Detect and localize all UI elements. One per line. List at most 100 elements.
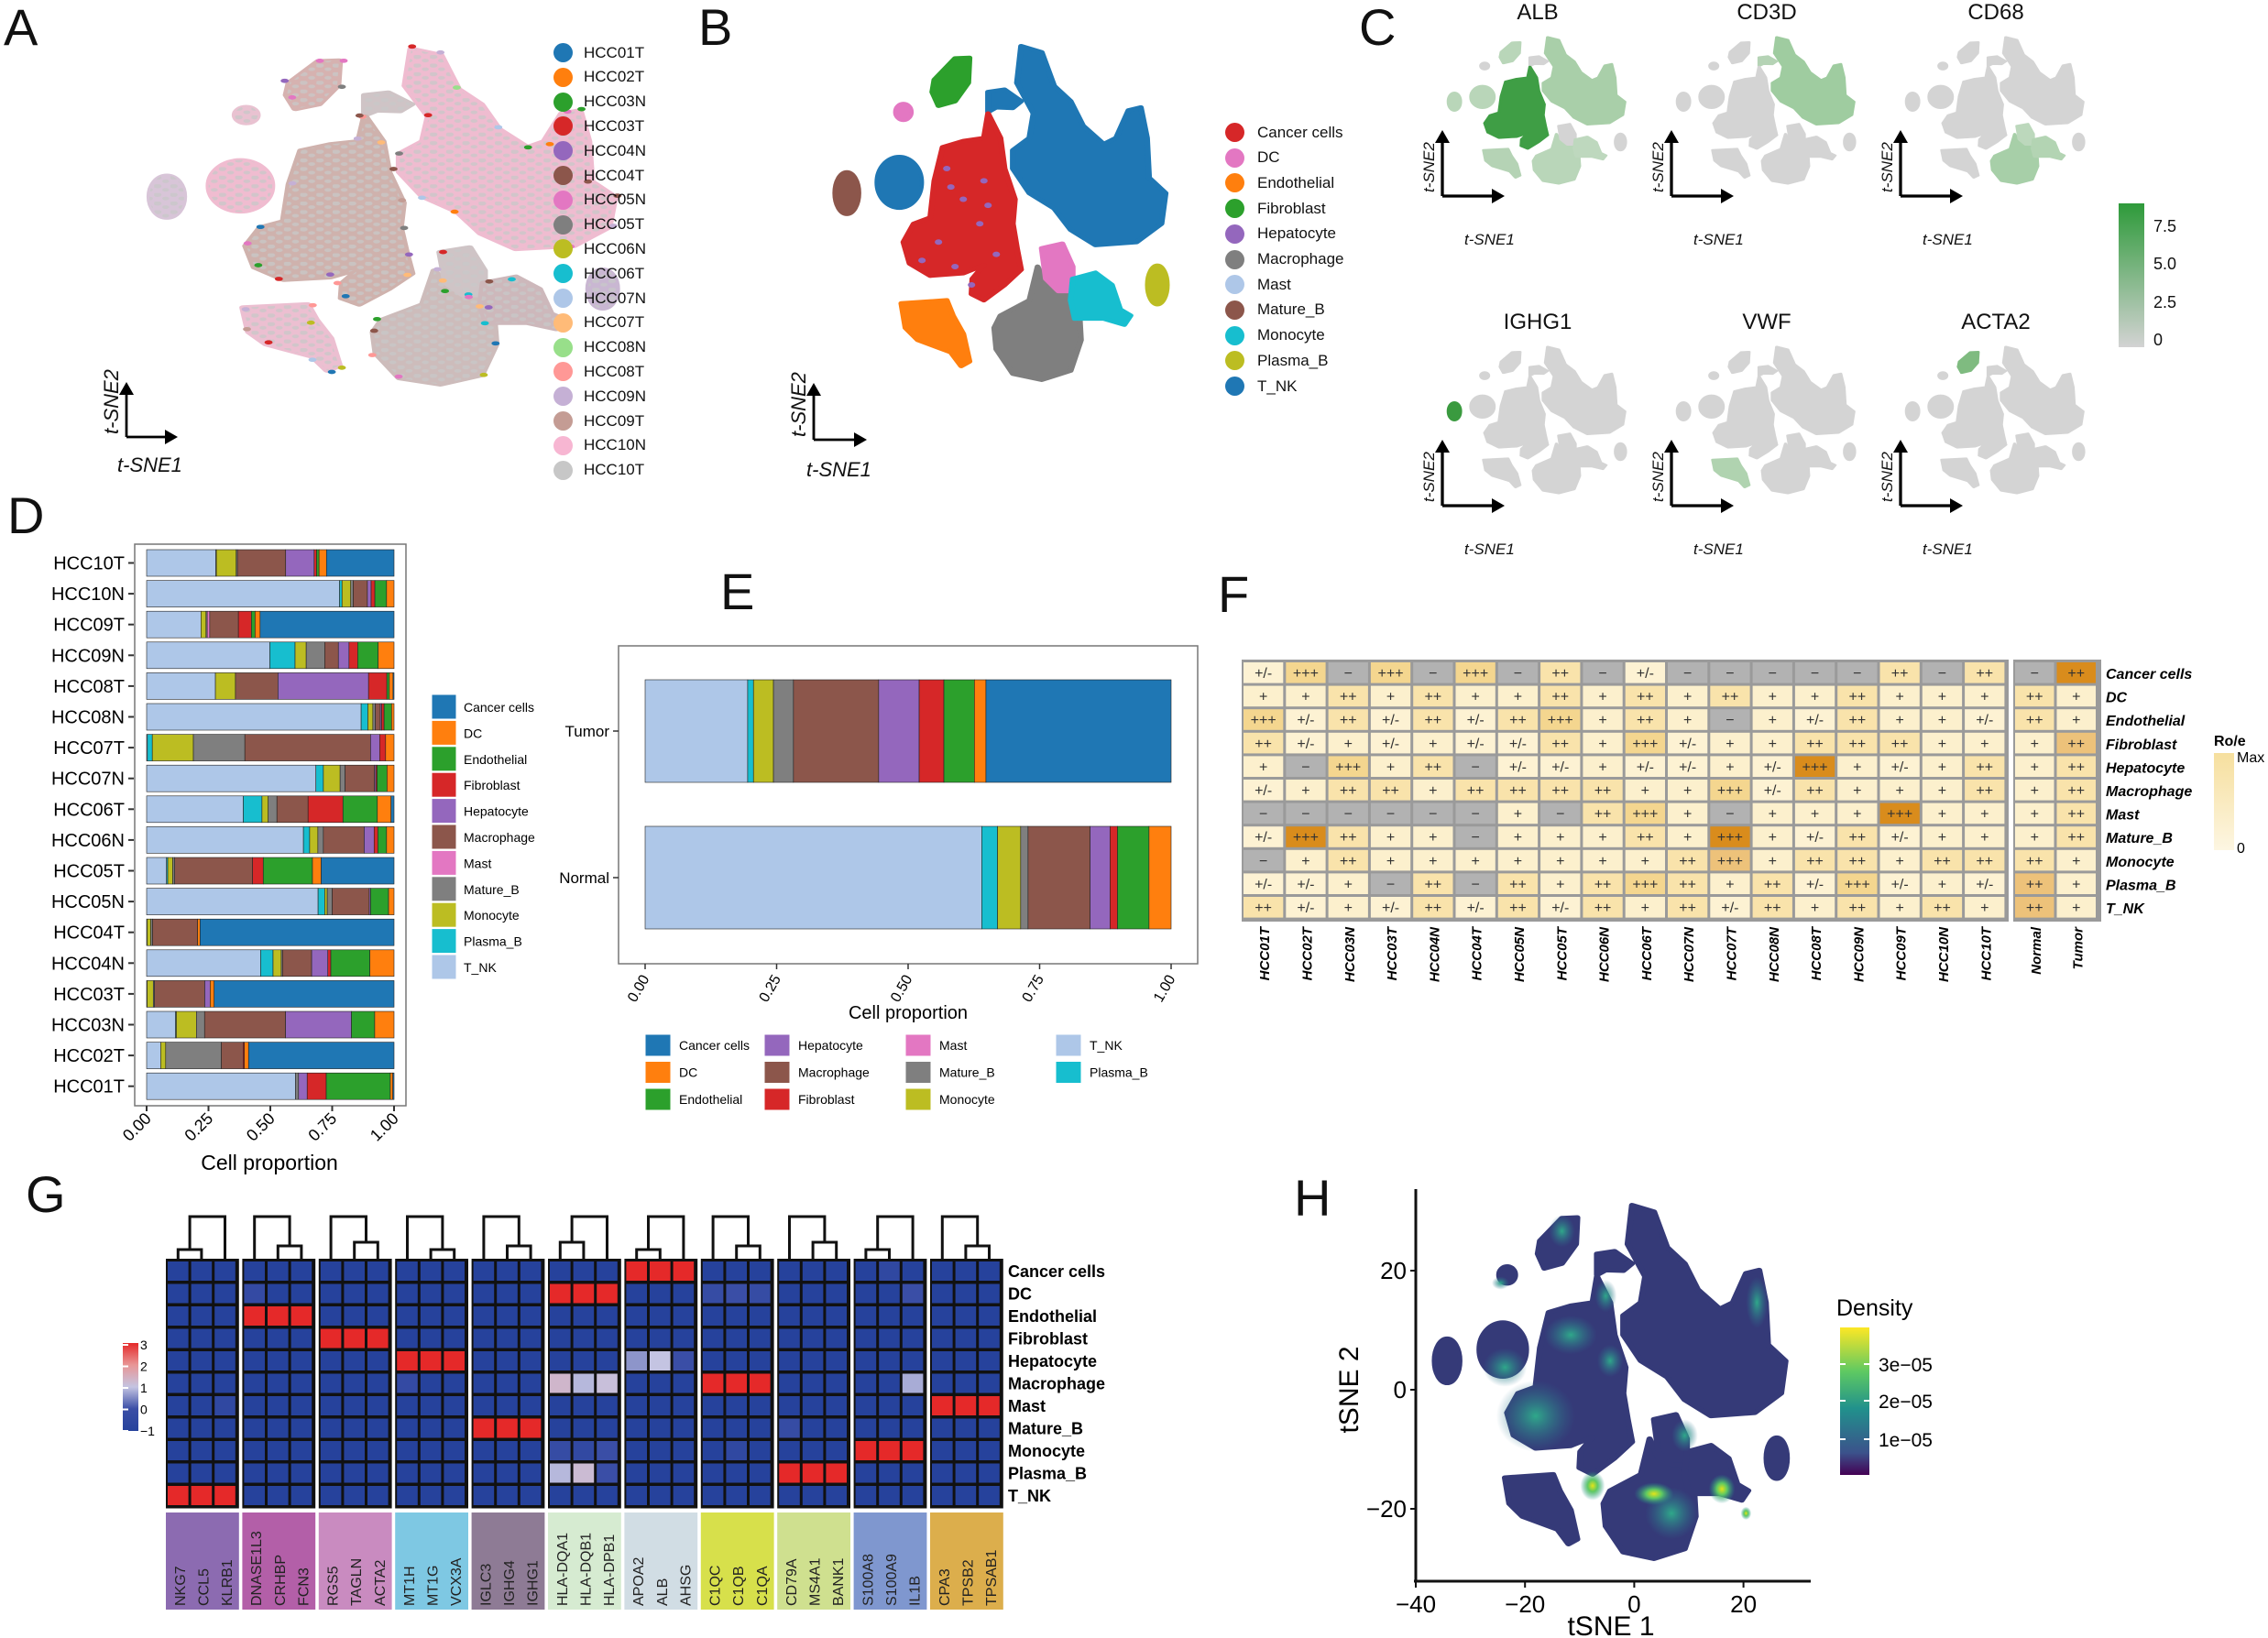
legend-label: HCC03N — [584, 93, 647, 111]
cluster-plasma — [1843, 132, 1857, 152]
heatmap-cell — [444, 1396, 465, 1415]
table-cell — [1413, 662, 1453, 683]
bar-segment-dc — [389, 672, 394, 700]
bar-segment-monocyte — [272, 949, 282, 977]
y-tick-label: HCC04T — [53, 923, 125, 944]
cluster-endo — [1940, 457, 1980, 488]
table-cell-value: +/- — [1891, 830, 1909, 846]
legend-item-celltype: Fibroblast — [1225, 199, 1326, 219]
hepatocyte-point — [968, 282, 976, 289]
panel-c-ighg1-axis-y-label: t-SNE2 — [1420, 452, 1439, 503]
heatmap-cell — [214, 1283, 236, 1304]
heatmap-cell — [826, 1328, 847, 1349]
y-tick-label: HCC07T — [53, 738, 125, 759]
bar-segment-dc — [389, 1072, 393, 1100]
bar-segment-t-nk — [146, 549, 216, 577]
y-tick-label: Normal — [559, 869, 609, 887]
table-cell — [2015, 662, 2054, 683]
table-column-label: HCC06T — [1639, 925, 1655, 980]
table-cell-value: + — [1726, 877, 1734, 892]
legend-label: Endothelial — [464, 752, 527, 767]
heatmap-cell — [855, 1418, 877, 1438]
bar-segment-mature-b — [196, 1010, 205, 1039]
table-cell-value: + — [2031, 807, 2039, 823]
heatmap-cell — [420, 1486, 442, 1505]
bar-segment-monocyte — [151, 734, 194, 761]
gene-label: FCN3 — [296, 1567, 312, 1606]
bar-segment-dc — [255, 610, 261, 639]
cluster-tnk_small — [1698, 394, 1726, 420]
cluster-matureb — [1446, 91, 1463, 112]
heatmap-cell — [802, 1486, 824, 1505]
heatmap-cell — [932, 1418, 953, 1438]
gene-label: IGLC3 — [478, 1564, 494, 1606]
table-cell-value: +/- — [1806, 830, 1824, 846]
table-cell-value: + — [1598, 713, 1606, 728]
table-cell-value: +++ — [1845, 877, 1870, 892]
bar-segment-dc — [244, 1042, 249, 1069]
table-cell-value: ++ — [2026, 713, 2043, 728]
density-hotspot — [1740, 1506, 1752, 1520]
legend-item-celltype: DC — [1225, 147, 1280, 168]
cluster-cancer — [1483, 375, 1550, 460]
table-cell — [1710, 685, 1750, 707]
table-row-label: Endothelial — [2106, 714, 2186, 729]
heatmap-cell — [550, 1418, 571, 1438]
gene-label: DNASE1L3 — [249, 1531, 265, 1606]
table-cell — [1540, 826, 1581, 847]
gene-label: KLRB1 — [220, 1559, 236, 1606]
table-cell — [1837, 826, 1878, 847]
bar-segment-fibroblast — [1110, 825, 1118, 930]
heatmap-cell — [955, 1328, 977, 1349]
table-cell-value: + — [1980, 737, 1989, 752]
heatmap-group-frame — [318, 1259, 392, 1509]
sample-point — [288, 180, 297, 186]
table-cell — [1752, 732, 1792, 754]
legend-item-sample: HCC06N — [553, 239, 646, 259]
heatmap-cell — [597, 1351, 618, 1370]
table-cell — [1244, 732, 1284, 754]
table-cell-value: + — [1683, 783, 1692, 799]
gene-label: CPA3 — [937, 1568, 953, 1606]
cluster-tnk_branch — [985, 87, 1024, 115]
table-cell — [1370, 756, 1411, 777]
heatmap-cell — [802, 1418, 824, 1438]
table-cell — [1752, 756, 1792, 777]
table-cell-value: ++ — [2026, 877, 2043, 892]
bar-segment-hepatocyte — [878, 679, 920, 783]
table-cell — [1625, 826, 1665, 847]
legend-dot — [553, 460, 573, 480]
heatmap-cell — [726, 1283, 747, 1304]
heatmap-cell — [550, 1306, 571, 1326]
bar-segment-macrophage — [324, 641, 339, 670]
table-cell-value: +/- — [1382, 737, 1399, 752]
table-cell — [1922, 662, 1963, 683]
cluster-plasma — [1614, 442, 1627, 462]
colorbar-tick-label: 2 — [140, 1360, 148, 1374]
cluster-tnk_small — [1469, 394, 1496, 420]
dendrogram-branch — [329, 1215, 379, 1259]
table-cell-value: + — [1301, 690, 1309, 705]
heatmap-cell — [855, 1306, 877, 1326]
cluster-plasma — [2072, 442, 2086, 462]
legend-item-sample: HCC09N — [553, 387, 646, 407]
legend-dot — [1225, 199, 1244, 219]
sample-point — [308, 302, 317, 308]
legend-label: Hepatocyte — [798, 1038, 863, 1053]
dendrogram-branch — [864, 1215, 915, 1259]
table-cell — [1370, 849, 1411, 871]
table-cell-value: + — [1980, 830, 1989, 846]
heatmap-group-frame — [166, 1259, 239, 1509]
table-cell-value: +/- — [1297, 877, 1314, 892]
heatmap-cell — [420, 1441, 442, 1460]
sample-point — [337, 366, 346, 370]
heatmap-cell — [932, 1306, 953, 1326]
cluster-dc1 — [1937, 371, 1949, 380]
table-cell-value: − — [1429, 666, 1437, 682]
heatmap-cell — [750, 1261, 771, 1281]
heatmap-cell — [802, 1441, 824, 1460]
legend-label: DC — [1257, 148, 1280, 167]
cluster-matureb — [832, 169, 861, 216]
legend-item-sample: HCC08N — [553, 337, 646, 357]
heatmap-cell — [597, 1328, 618, 1349]
